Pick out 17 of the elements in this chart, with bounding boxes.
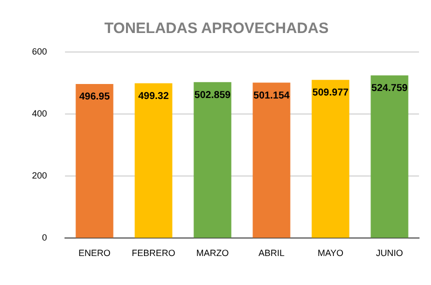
x-tick-label: ENERO: [78, 248, 111, 258]
y-tick-label: 400: [32, 108, 48, 119]
x-tick-label: JUNIO: [376, 248, 403, 258]
data-label: 509.977: [312, 88, 350, 99]
y-tick-label: 0: [42, 232, 48, 243]
y-tick-label: 600: [32, 46, 48, 56]
data-label: 501.154: [253, 90, 290, 102]
y-tick-label: 200: [32, 170, 48, 181]
x-tick-label: MARZO: [196, 248, 229, 258]
data-label: 524.759: [371, 83, 408, 94]
data-label: 502.859: [194, 90, 232, 101]
x-tick-label: FEBRERO: [132, 248, 176, 258]
chart-title: TONELADAS APROVECHADAS: [104, 20, 329, 38]
x-tick-label: ABRIL: [258, 248, 285, 258]
data-label: 496.95: [79, 92, 110, 103]
x-tick-label: MAYO: [318, 248, 344, 258]
data-label: 499.32: [138, 90, 170, 102]
